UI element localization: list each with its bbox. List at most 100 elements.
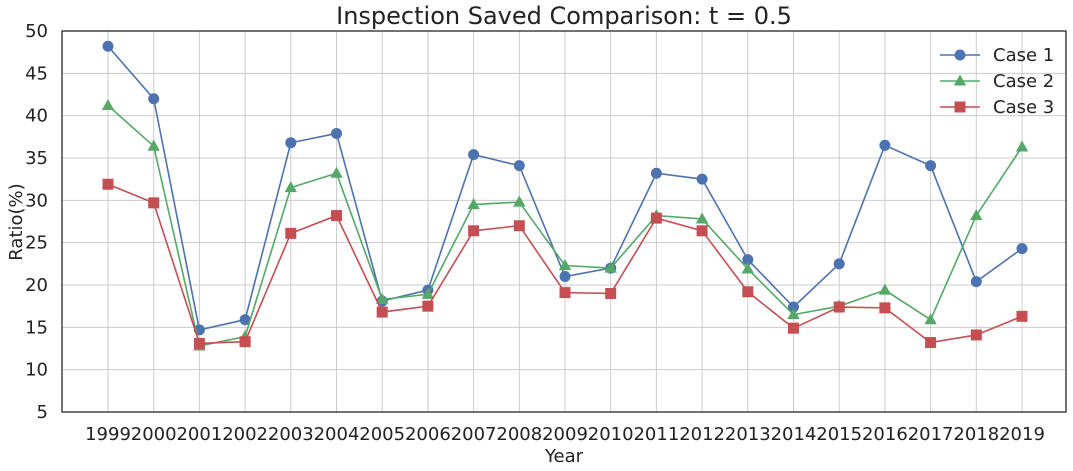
series-3-point: [1016, 310, 1028, 322]
legend-label: Case 3: [993, 97, 1054, 118]
y-tick-label: 15: [25, 317, 48, 338]
grid: [62, 31, 1066, 412]
series-1-point: [833, 258, 845, 270]
series-2-point: [741, 262, 754, 274]
series-2-point: [147, 139, 160, 151]
series-3-group: [102, 178, 1028, 349]
series-2-point: [924, 313, 937, 325]
series-2-point: [558, 259, 572, 271]
series-3-point: [468, 225, 480, 237]
series-3-point: [239, 336, 251, 348]
series-1-group: [102, 40, 1028, 336]
series-3-point: [102, 178, 114, 190]
series-2-point: [787, 308, 800, 320]
series-1-point: [650, 167, 662, 179]
series-1-point: [559, 271, 571, 283]
chart-title: Inspection Saved Comparison: t = 0.5: [336, 2, 792, 30]
x-axis-label: Year: [544, 446, 584, 467]
x-tick-label: 2012: [679, 424, 725, 445]
x-tick-label: 2000: [131, 424, 177, 445]
y-tick-label: 5: [37, 402, 48, 423]
legend-marker: [954, 101, 966, 113]
series-1-point: [102, 40, 114, 52]
legend-label: Case 1: [993, 45, 1054, 66]
series-2-point: [695, 212, 709, 224]
series-lines: [101, 40, 1029, 351]
series-1-point: [331, 127, 342, 139]
series-1-point: [696, 173, 708, 185]
series-3-point: [422, 300, 434, 312]
series-2-point: [513, 195, 526, 207]
legend: Case 1 Case 2 Case 3: [940, 45, 1054, 118]
x-tick-label: 2003: [268, 424, 314, 445]
x-tick-label: 2016: [862, 424, 908, 445]
series-2-point: [467, 198, 480, 210]
y-tick-label: 40: [25, 106, 48, 127]
x-tick-label: 2011: [633, 424, 679, 445]
x-tick-label: 2008: [496, 424, 542, 445]
y-tick-label: 25: [25, 233, 48, 254]
y-axis-label: Ratio(%): [6, 183, 27, 260]
series-3-point: [193, 337, 205, 349]
series-1-point: [879, 139, 891, 151]
x-tick-label: 2017: [908, 424, 954, 445]
series-3-point: [148, 197, 160, 209]
series-2-point: [421, 287, 435, 299]
series-1-point: [970, 276, 982, 288]
x-tick-label: 2004: [314, 424, 360, 445]
series-3-point: [788, 322, 799, 334]
series-3-point: [833, 301, 845, 313]
series-3-point: [970, 329, 982, 341]
legend-item-2: Case 2: [940, 71, 1054, 92]
y-tick-label: 50: [25, 21, 48, 42]
series-3-point: [331, 210, 342, 222]
x-tick-label: 2018: [953, 424, 999, 445]
series-2-point: [101, 99, 115, 111]
series-3-point: [376, 306, 388, 318]
legend-item-3: Case 3: [940, 97, 1054, 118]
legend-label: Case 2: [993, 71, 1054, 92]
series-3-point: [650, 212, 662, 224]
series-2-point: [604, 261, 617, 273]
series-1-point: [285, 137, 297, 149]
x-tick-label: 2019: [999, 424, 1045, 445]
legend-marker: [953, 74, 967, 86]
x-tick-label: 2005: [359, 424, 405, 445]
series-1-point: [925, 160, 937, 172]
plot-frame: [61, 30, 1067, 413]
series-1-point: [1016, 243, 1028, 255]
x-tick-label: 2001: [176, 424, 222, 445]
y-tick-label: 45: [25, 63, 48, 84]
y-tick-label: 35: [25, 148, 48, 169]
series-3-point: [742, 286, 754, 298]
series-1-point: [468, 149, 480, 161]
x-tick-label: 2010: [588, 424, 634, 445]
x-tick-label: 2007: [451, 424, 497, 445]
series-1-point: [788, 301, 799, 313]
series-3-point: [559, 287, 571, 299]
series-1-point: [148, 93, 160, 105]
legend-item-1: Case 1: [940, 45, 1054, 66]
y-tick-label: 10: [25, 360, 48, 381]
series-2-point: [376, 292, 389, 304]
series-3-point: [513, 220, 525, 232]
x-tick-label: 1999: [85, 424, 131, 445]
x-tick-label: 2015: [816, 424, 862, 445]
series-3-point: [925, 337, 937, 349]
x-tick-label: 2009: [542, 424, 588, 445]
x-tick-label: 2006: [405, 424, 451, 445]
series-3-point: [879, 302, 891, 314]
legend-marker: [954, 49, 966, 61]
series-1-point: [513, 160, 525, 172]
y-tick-label: 20: [25, 275, 48, 296]
series-3-point: [285, 227, 297, 239]
y-tick-label: 30: [25, 190, 48, 211]
x-tick-label: 2014: [771, 424, 817, 445]
series-2-point: [970, 209, 983, 221]
series-1-point: [742, 254, 754, 266]
series-2-point: [1015, 140, 1029, 152]
x-tick-label: 2013: [725, 424, 771, 445]
series-2-point: [878, 283, 892, 295]
